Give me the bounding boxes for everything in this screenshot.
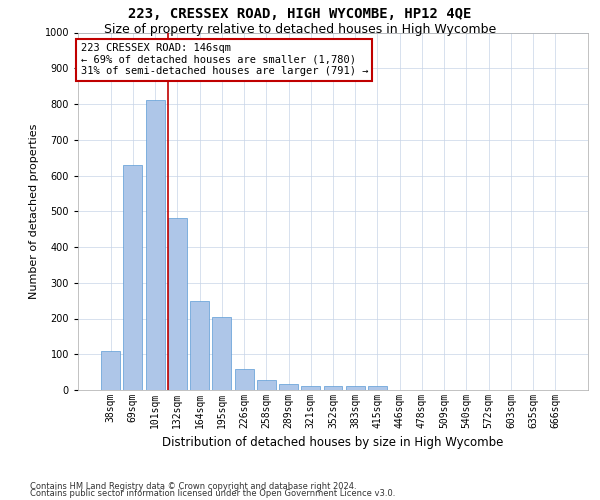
Bar: [257, 380, 276, 390]
Text: Contains HM Land Registry data © Crown copyright and database right 2024.: Contains HM Land Registry data © Crown c…: [30, 482, 356, 491]
Bar: [212, 316, 231, 390]
Bar: [124, 165, 142, 390]
Bar: [168, 218, 187, 390]
X-axis label: Distribution of detached houses by size in High Wycombe: Distribution of detached houses by size …: [163, 436, 503, 450]
Bar: [101, 350, 120, 390]
Bar: [323, 386, 343, 390]
Bar: [368, 386, 387, 390]
Text: Size of property relative to detached houses in High Wycombe: Size of property relative to detached ho…: [104, 22, 496, 36]
Text: 223, CRESSEX ROAD, HIGH WYCOMBE, HP12 4QE: 223, CRESSEX ROAD, HIGH WYCOMBE, HP12 4Q…: [128, 8, 472, 22]
Bar: [235, 368, 254, 390]
Text: 223 CRESSEX ROAD: 146sqm
← 69% of detached houses are smaller (1,780)
31% of sem: 223 CRESSEX ROAD: 146sqm ← 69% of detach…: [80, 43, 368, 76]
Y-axis label: Number of detached properties: Number of detached properties: [29, 124, 39, 299]
Bar: [279, 384, 298, 390]
Bar: [146, 100, 164, 390]
Bar: [346, 386, 365, 390]
Bar: [190, 300, 209, 390]
Text: Contains public sector information licensed under the Open Government Licence v3: Contains public sector information licen…: [30, 490, 395, 498]
Bar: [301, 386, 320, 390]
